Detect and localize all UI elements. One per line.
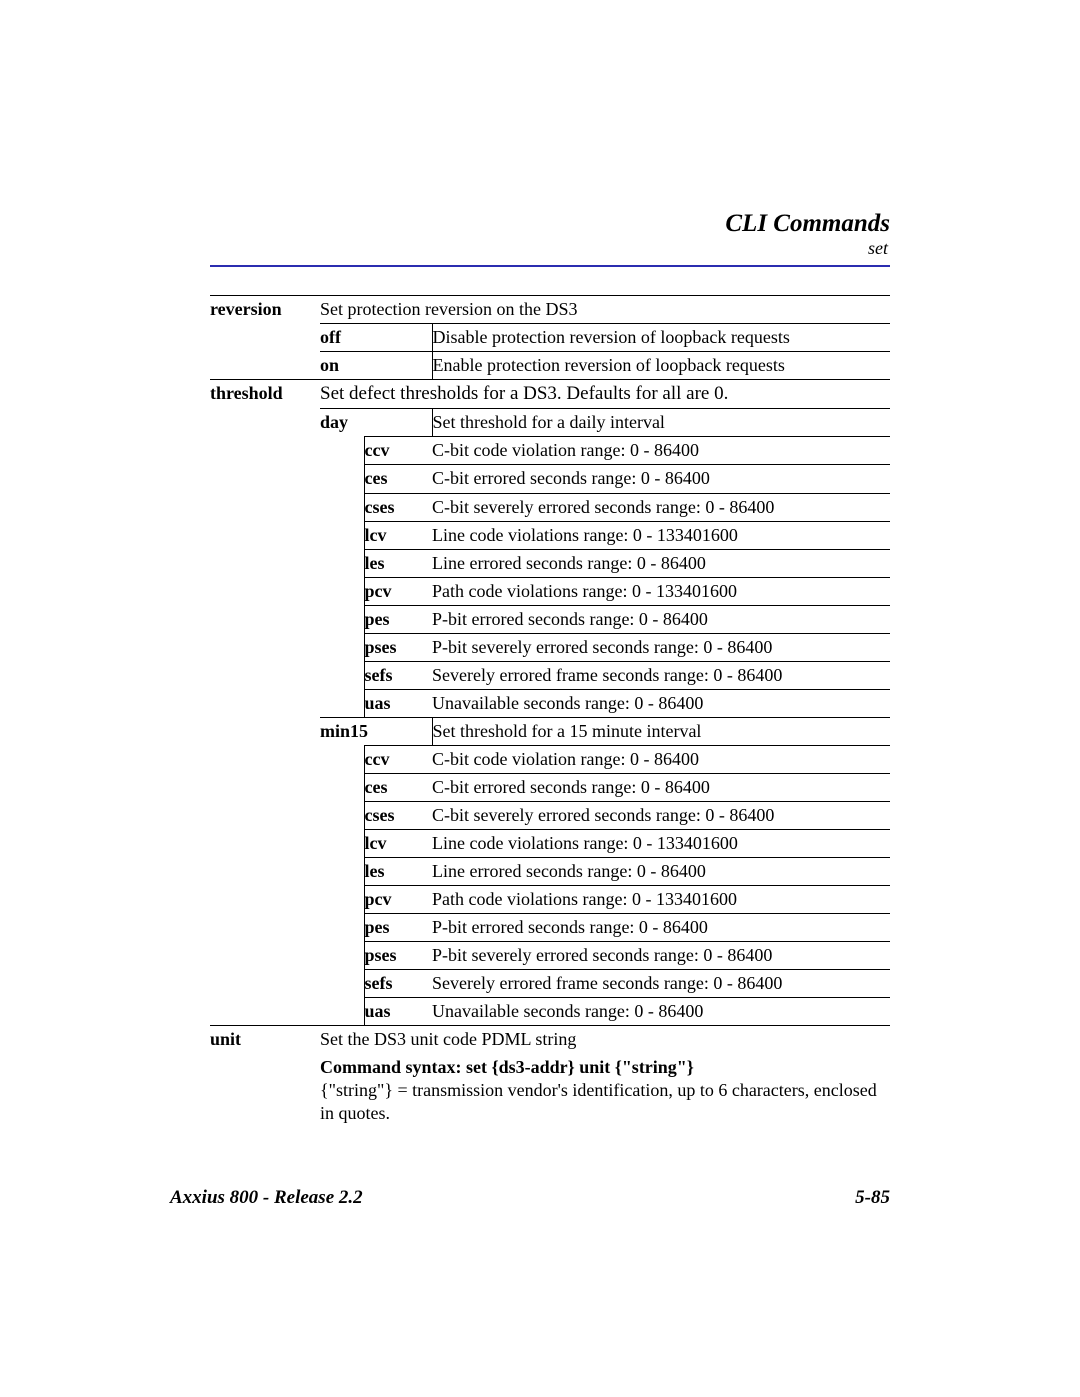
min15-cses-desc: C-bit severely errored seconds range: 0 … bbox=[432, 801, 890, 829]
min15-cses: cses bbox=[364, 801, 432, 829]
min15-pes-desc: P-bit errored seconds range: 0 - 86400 bbox=[432, 913, 890, 941]
row-day-pcv: pcv Path code violations range: 0 - 1334… bbox=[210, 577, 890, 605]
row-day-lcv: lcv Line code violations range: 0 - 1334… bbox=[210, 521, 890, 549]
min15-pcv: pcv bbox=[364, 885, 432, 913]
day-sefs-desc: Severely errored frame seconds range: 0 … bbox=[432, 661, 890, 689]
day-sefs: sefs bbox=[364, 661, 432, 689]
min15-uas-desc: Unavailable seconds range: 0 - 86400 bbox=[432, 998, 890, 1026]
row-min15-ccv: ccv C-bit code violation range: 0 - 8640… bbox=[210, 745, 890, 773]
row-reversion-on: on Enable protection reversion of loopba… bbox=[210, 352, 890, 380]
day-ccv-desc: C-bit code violation range: 0 - 86400 bbox=[432, 437, 890, 465]
row-threshold: threshold Set defect thresholds for a DS… bbox=[210, 380, 890, 409]
day-pses-desc: P-bit severely errored seconds range: 0 … bbox=[432, 633, 890, 661]
row-min15-sefs: sefs Severely errored frame seconds rang… bbox=[210, 970, 890, 998]
row-day: day Set threshold for a daily interval bbox=[210, 409, 890, 437]
min15-sefs-desc: Severely errored frame seconds range: 0 … bbox=[432, 970, 890, 998]
day-ccv: ccv bbox=[364, 437, 432, 465]
row-day-cses: cses C-bit severely errored seconds rang… bbox=[210, 493, 890, 521]
command-table: reversion Set protection reversion on th… bbox=[210, 295, 890, 1127]
opt-off-desc: Disable protection reversion of loopback… bbox=[432, 324, 890, 352]
unit-desc: Set the DS3 unit code PDML string bbox=[320, 1026, 890, 1054]
day-uas: uas bbox=[364, 689, 432, 717]
footer-left: Axxius 800 - Release 2.2 bbox=[170, 1187, 363, 1209]
group-min15-desc: Set threshold for a 15 minute interval bbox=[432, 717, 890, 745]
page-footer: Axxius 800 - Release 2.2 5-85 bbox=[170, 1187, 890, 1209]
row-day-les: les Line errored seconds range: 0 - 8640… bbox=[210, 549, 890, 577]
row-min15-uas: uas Unavailable seconds range: 0 - 86400 bbox=[210, 998, 890, 1026]
min15-pses: pses bbox=[364, 942, 432, 970]
row-day-sefs: sefs Severely errored frame seconds rang… bbox=[210, 661, 890, 689]
row-day-pes: pes P-bit errored seconds range: 0 - 864… bbox=[210, 605, 890, 633]
min15-lcv: lcv bbox=[364, 829, 432, 857]
day-pcv-desc: Path code violations range: 0 - 13340160… bbox=[432, 577, 890, 605]
min15-sefs: sefs bbox=[364, 970, 432, 998]
day-les: les bbox=[364, 549, 432, 577]
day-pes-desc: P-bit errored seconds range: 0 - 86400 bbox=[432, 605, 890, 633]
day-lcv: lcv bbox=[364, 521, 432, 549]
row-min15-pes: pes P-bit errored seconds range: 0 - 864… bbox=[210, 913, 890, 941]
threshold-desc: Set defect thresholds for a DS3. Default… bbox=[320, 380, 890, 409]
row-unit: unit Set the DS3 unit code PDML string bbox=[210, 1026, 890, 1054]
row-min15-pses: pses P-bit severely errored seconds rang… bbox=[210, 942, 890, 970]
min15-ccv-desc: C-bit code violation range: 0 - 86400 bbox=[432, 745, 890, 773]
min15-ccv: ccv bbox=[364, 745, 432, 773]
min15-lcv-desc: Line code violations range: 0 - 13340160… bbox=[432, 829, 890, 857]
param-unit: unit bbox=[210, 1026, 320, 1054]
day-cses-desc: C-bit severely errored seconds range: 0 … bbox=[432, 493, 890, 521]
opt-off: off bbox=[320, 324, 432, 352]
row-day-ccv: ccv C-bit code violation range: 0 - 8640… bbox=[210, 437, 890, 465]
row-min15-cses: cses C-bit severely errored seconds rang… bbox=[210, 801, 890, 829]
row-day-ces: ces C-bit errored seconds range: 0 - 864… bbox=[210, 465, 890, 493]
day-ces: ces bbox=[364, 465, 432, 493]
page-header: CLI Commands set bbox=[210, 210, 890, 259]
row-unit-syntax: Command syntax: set {ds3-addr} unit {"st… bbox=[210, 1053, 890, 1127]
row-min15: min15 Set threshold for a 15 minute inte… bbox=[210, 717, 890, 745]
day-uas-desc: Unavailable seconds range: 0 - 86400 bbox=[432, 689, 890, 717]
row-reversion-off: off Disable protection reversion of loop… bbox=[210, 324, 890, 352]
min15-les: les bbox=[364, 857, 432, 885]
group-min15: min15 bbox=[320, 717, 432, 745]
min15-pes: pes bbox=[364, 913, 432, 941]
opt-on-desc: Enable protection reversion of loopback … bbox=[432, 352, 890, 380]
day-lcv-desc: Line code violations range: 0 - 13340160… bbox=[432, 521, 890, 549]
row-reversion: reversion Set protection reversion on th… bbox=[210, 296, 890, 324]
row-day-pses: pses P-bit severely errored seconds rang… bbox=[210, 633, 890, 661]
day-pcv: pcv bbox=[364, 577, 432, 605]
row-min15-pcv: pcv Path code violations range: 0 - 1334… bbox=[210, 885, 890, 913]
day-cses: cses bbox=[364, 493, 432, 521]
reversion-desc: Set protection reversion on the DS3 bbox=[320, 296, 890, 324]
footer-right: 5-85 bbox=[855, 1187, 890, 1209]
min15-les-desc: Line errored seconds range: 0 - 86400 bbox=[432, 857, 890, 885]
opt-on: on bbox=[320, 352, 432, 380]
unit-syntax-label: Command syntax: set {ds3-addr} unit {"st… bbox=[320, 1056, 884, 1079]
unit-syntax-desc: {"string"} = transmission vendor's ident… bbox=[320, 1079, 884, 1125]
min15-ces: ces bbox=[364, 773, 432, 801]
min15-pcv-desc: Path code violations range: 0 - 13340160… bbox=[432, 885, 890, 913]
day-ces-desc: C-bit errored seconds range: 0 - 86400 bbox=[432, 465, 890, 493]
day-pses: pses bbox=[364, 633, 432, 661]
day-pes: pes bbox=[364, 605, 432, 633]
header-title: CLI Commands bbox=[210, 210, 890, 238]
min15-ces-desc: C-bit errored seconds range: 0 - 86400 bbox=[432, 773, 890, 801]
param-threshold: threshold bbox=[210, 380, 320, 409]
row-min15-ces: ces C-bit errored seconds range: 0 - 864… bbox=[210, 773, 890, 801]
group-day-desc: Set threshold for a daily interval bbox=[432, 409, 890, 437]
param-reversion: reversion bbox=[210, 296, 320, 324]
header-rule bbox=[210, 265, 890, 267]
page: CLI Commands set reversion Set protectio… bbox=[0, 0, 1080, 1397]
min15-uas: uas bbox=[364, 998, 432, 1026]
day-les-desc: Line errored seconds range: 0 - 86400 bbox=[432, 549, 890, 577]
header-subtitle: set bbox=[210, 238, 888, 259]
group-day: day bbox=[320, 409, 432, 437]
row-min15-les: les Line errored seconds range: 0 - 8640… bbox=[210, 857, 890, 885]
min15-pses-desc: P-bit severely errored seconds range: 0 … bbox=[432, 942, 890, 970]
row-min15-lcv: lcv Line code violations range: 0 - 1334… bbox=[210, 829, 890, 857]
row-day-uas: uas Unavailable seconds range: 0 - 86400 bbox=[210, 689, 890, 717]
